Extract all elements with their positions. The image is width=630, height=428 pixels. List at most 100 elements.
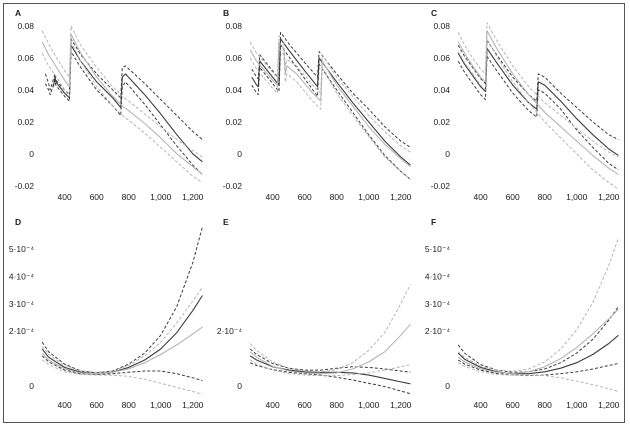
series-line-light-dashed [249, 359, 411, 377]
series-line-dark-dashed [41, 355, 203, 381]
series-line-dark-dashed [457, 55, 619, 171]
x-tick-label: 1,000 [566, 192, 588, 202]
series-line-dark-dashed [457, 39, 619, 140]
panel-letter: E [223, 217, 229, 227]
y-tick-label: 5·10⁻⁴ [9, 244, 34, 254]
figure-frame: A -0.02 0 0.02 0.04 0.06 0.08 400 600 800 1,000 1,2… [3, 3, 625, 423]
x-tick-label: 800 [538, 192, 552, 202]
series-line-dark-dashed [251, 44, 411, 180]
y-tick-label: 0.04 [17, 85, 34, 95]
series-line-dark-solid [457, 47, 619, 156]
panel-letter: F [431, 217, 436, 227]
x-tick-label: 800 [538, 400, 552, 410]
y-tick-label: 0.04 [225, 85, 242, 95]
y-tick-label: 0.04 [433, 85, 450, 95]
x-tick-label: 1,200 [598, 400, 620, 410]
series-line-light-dashed [249, 47, 411, 180]
y-tick-label: 0.02 [433, 117, 450, 127]
x-tick-label: 600 [90, 400, 104, 410]
x-tick-label: 1,000 [150, 400, 172, 410]
panel-letter: C [431, 8, 437, 18]
x-tick-label: 800 [122, 192, 136, 202]
y-tick-label: 0.08 [17, 21, 34, 31]
x-tick-label: 600 [90, 192, 104, 202]
panel-letter: A [15, 8, 21, 18]
y-tick-label: 0.08 [225, 21, 242, 31]
x-tick-label: 400 [266, 400, 280, 410]
x-tick-label: 1,000 [150, 192, 172, 202]
series-line-dark-dashed [251, 31, 411, 148]
x-tick-label: 600 [298, 192, 312, 202]
y-tick-label: 0.06 [17, 53, 34, 63]
series-line-dark-dashed [41, 226, 203, 374]
series-line-dark-solid [457, 334, 619, 375]
x-tick-label: 1,000 [566, 400, 588, 410]
series-line-light-dashed [457, 22, 619, 158]
y-tick-label: 0 [237, 381, 242, 391]
series-line-light-dashed [457, 362, 619, 392]
panel-a: A -0.02 0 0.02 0.04 0.06 0.08 400 600 800 1,000 1,2… [15, 8, 204, 202]
series-line-dark-solid [249, 355, 411, 385]
y-tick-label: 2·10⁻⁴ [9, 326, 34, 336]
y-tick-label: 0.06 [433, 53, 450, 63]
x-tick-label: 400 [474, 192, 488, 202]
series-line-light-dashed [457, 237, 619, 372]
series-line-light-dashed [41, 41, 203, 184]
series-line-dark-solid [52, 44, 203, 163]
x-tick-label: 1,000 [358, 400, 380, 410]
y-tick-label: 0.06 [225, 53, 242, 63]
series-line-light-dashed [249, 35, 411, 153]
y-tick-label: 3·10⁻⁴ [9, 299, 34, 309]
figure-svg: A -0.02 0 0.02 0.04 0.06 0.08 400 600 800 1,000 1,2… [9, 8, 620, 410]
y-tick-label: 0 [445, 381, 450, 391]
y-tick-label: 2·10⁻⁴ [217, 326, 242, 336]
y-tick-label: 0 [29, 149, 34, 159]
y-tick-label: 0.02 [17, 117, 34, 127]
series-line-dark-dashed [457, 306, 619, 373]
y-tick-label: 4·10⁻⁴ [425, 271, 450, 281]
x-tick-label: 800 [330, 192, 344, 202]
panel-f: F 0 2·10⁻⁴ 3·10⁻⁴ 4·10⁻⁴ 5·10⁻⁴ 400 600 800 1,000… [425, 217, 620, 410]
series-line-light-dashed [41, 25, 203, 158]
x-tick-label: 1,200 [598, 192, 620, 202]
panel-e: E 0 2·10⁻⁴ 400 600 800 1,000 1,200 [217, 217, 412, 410]
panel-letter: D [15, 217, 21, 227]
x-tick-label: 1,200 [390, 400, 412, 410]
x-tick-label: 400 [266, 192, 280, 202]
x-tick-label: 1,200 [390, 192, 412, 202]
panel-b: B -0.02 0 0.02 0.04 0.06 0.08 400 600 800 1,000 1,2… [223, 8, 412, 202]
x-tick-label: 400 [474, 400, 488, 410]
panel-letter: B [223, 8, 229, 18]
y-tick-label: -0.02 [431, 181, 451, 191]
x-tick-label: 1,200 [182, 192, 204, 202]
x-tick-label: 600 [506, 400, 520, 410]
y-tick-label: 4·10⁻⁴ [9, 271, 34, 281]
series-line-dark-dashed [44, 51, 203, 175]
series-line-dark-dashed [44, 38, 203, 140]
panel-d: D 0 2·10⁻⁴ 3·10⁻⁴ 4·10⁻⁴ 5·10⁻⁴ 400 600 800 1,000… [9, 217, 204, 410]
series-line-light-solid [41, 326, 203, 375]
series-line-light-dashed [41, 359, 203, 395]
x-tick-label: 800 [122, 400, 136, 410]
x-tick-label: 800 [330, 400, 344, 410]
series-line-light-solid [249, 41, 411, 168]
series-line-dark-dashed [249, 348, 411, 373]
series-line-light-dashed [249, 284, 411, 373]
x-tick-label: 1,000 [358, 192, 380, 202]
y-tick-label: 5·10⁻⁴ [425, 244, 450, 254]
series-line-light-dashed [457, 38, 619, 190]
y-tick-label: 0.08 [433, 21, 450, 31]
y-tick-label: -0.02 [223, 181, 243, 191]
x-tick-label: 400 [58, 192, 72, 202]
x-tick-label: 400 [58, 400, 72, 410]
y-tick-label: 0 [29, 381, 34, 391]
x-tick-label: 600 [506, 192, 520, 202]
series-line-light-solid [41, 33, 203, 176]
x-tick-label: 1,200 [182, 400, 204, 410]
y-tick-label: 0.02 [225, 117, 242, 127]
series-line-light-dashed [41, 287, 203, 373]
x-tick-label: 600 [298, 400, 312, 410]
series-line-light-solid [457, 308, 619, 374]
y-tick-label: -0.02 [15, 181, 35, 191]
y-tick-label: 0 [237, 149, 242, 159]
